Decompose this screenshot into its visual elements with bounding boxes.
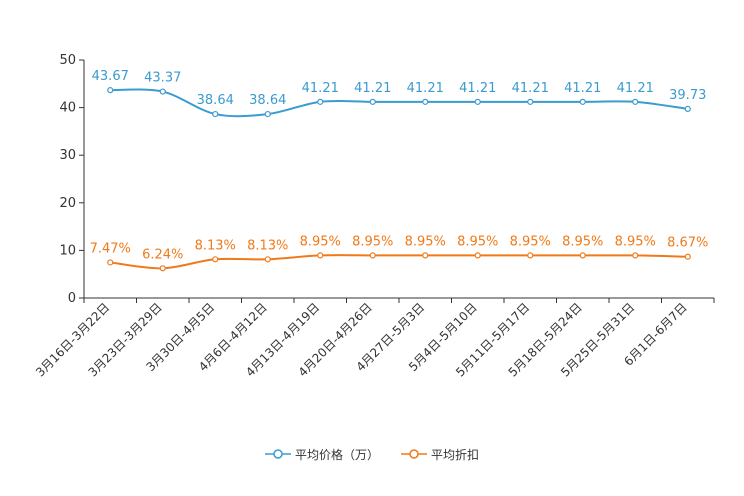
legend-item-avg-price[interactable]: 平均价格（万） [264,446,379,463]
data-label: 8.95% [405,234,446,249]
y-tick-label: 0 [68,291,76,306]
data-label: 38.64 [197,93,234,108]
y-tick-label: 20 [59,196,76,211]
data-label: 41.21 [512,81,549,96]
data-point [317,252,324,259]
legend-item-avg-discount[interactable]: 平均折扣 [401,446,479,463]
data-point [422,252,429,259]
y-tick-label: 30 [59,148,76,163]
data-point [159,265,166,272]
data-label: 6.24% [142,247,183,262]
data-label: 41.21 [459,81,496,96]
data-label: 7.47% [90,241,131,256]
y-tick-label: 50 [59,53,76,68]
legend: 平均价格（万） 平均折扣 [0,444,744,464]
data-point [107,87,114,94]
data-label: 8.95% [510,234,551,249]
y-tick-label: 40 [59,101,76,116]
data-point [527,98,534,105]
data-label: 38.64 [249,93,286,108]
data-label: 8.95% [562,234,603,249]
data-label: 8.67% [667,236,708,251]
data-label: 8.13% [247,238,288,253]
series-layer: 43.67 43.37 38.64 38.64 41.21 41.21 41.21 41.21… [90,69,708,272]
legend-label-avg-price: 平均价格（万） [294,447,379,462]
data-point [684,253,691,260]
data-point [579,252,586,259]
data-label: 8.95% [300,234,341,249]
y-tick-label: 10 [59,243,76,258]
data-label: 41.21 [407,81,444,96]
data-point [369,252,376,259]
data-point [474,98,481,105]
data-point [684,105,691,112]
data-point [369,98,376,105]
legend-label-avg-discount: 平均折扣 [431,447,480,462]
data-label: 39.73 [669,88,706,103]
data-point [107,259,114,266]
data-point [317,98,324,105]
data-point [474,252,481,259]
data-point [632,98,639,105]
data-label: 43.37 [144,71,181,86]
data-label: 43.67 [92,69,129,84]
data-label: 41.21 [302,81,339,96]
data-point [159,88,166,95]
data-label: 8.95% [457,234,498,249]
data-point [264,110,271,118]
data-label: 41.21 [617,81,654,96]
data-label: 8.13% [195,238,236,253]
legend-line-circle-icon [264,449,291,459]
data-point [212,110,219,118]
data-label: 41.21 [354,81,391,96]
series-line-1 [110,254,688,270]
data-point [422,98,429,105]
data-point [527,252,534,259]
data-label: 8.95% [352,234,393,249]
data-point [632,252,639,259]
series-line-0 [110,88,688,118]
legend-line-circle-icon [401,449,427,459]
data-point [579,98,586,105]
data-point [264,256,271,263]
data-label: 41.21 [564,81,601,96]
data-point [212,256,219,263]
data-label: 8.95% [615,234,656,249]
